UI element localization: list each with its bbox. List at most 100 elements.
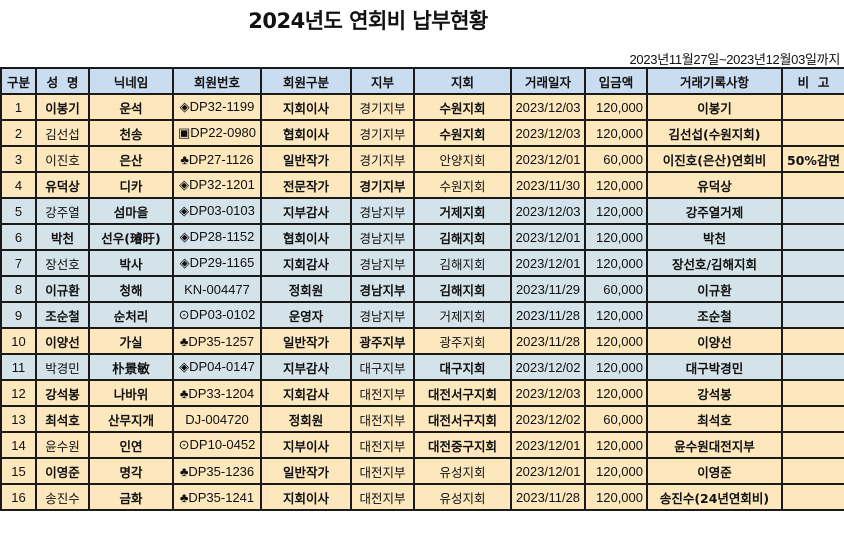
cell-amount: 60,000 [584, 275, 648, 303]
cell-chapter: 안양지회 [413, 145, 512, 173]
cell-member-type: 전문작가 [260, 171, 352, 199]
cell-amount: 120,000 [584, 249, 648, 277]
cell-memo: 이봉기 [646, 93, 783, 121]
cell-branch: 경기지부 [350, 171, 415, 199]
header-col-no: 구분 [0, 67, 37, 95]
header-col-chapter: 지회 [413, 67, 512, 95]
cell-date: 2023/11/28 [510, 483, 586, 511]
cell-no: 2 [0, 119, 37, 147]
cell-chapter: 수원지회 [413, 93, 512, 121]
cell-chapter: 대전서구지회 [413, 405, 512, 433]
cell-chapter: 김해지회 [413, 249, 512, 277]
cell-branch: 경기지부 [350, 145, 415, 173]
cell-member-type: 일반작가 [260, 145, 352, 173]
cell-member-type: 일반작가 [260, 457, 352, 485]
header-col-member-type: 회원구분 [260, 67, 352, 95]
cell-note [781, 405, 844, 433]
cell-member-id: ♣DP33-1204 [172, 379, 262, 407]
cell-member-id: ◈DP32-1199 [172, 93, 262, 121]
cell-nickname: 순처리 [88, 301, 174, 329]
cell-note [781, 379, 844, 407]
cell-date: 2023/11/28 [510, 301, 586, 329]
cell-name: 강주열 [35, 197, 90, 225]
table-row: 10 이양선 가실 ♣DP35-1257 일반작가 광주지부 광주지회 2023/11/28 1… [0, 327, 844, 355]
cell-name: 박경민 [35, 353, 90, 381]
cell-name: 이규환 [35, 275, 90, 303]
cell-member-id: ⊙DP10-0452 [172, 431, 262, 459]
cell-branch: 광주지부 [350, 327, 415, 355]
cell-nickname: 박사 [88, 249, 174, 277]
cell-amount: 120,000 [584, 483, 648, 511]
cell-memo: 강석봉 [646, 379, 783, 407]
cell-name: 송진수 [35, 483, 90, 511]
cell-member-id: ◈DP04-0147 [172, 353, 262, 381]
cell-date: 2023/12/02 [510, 405, 586, 433]
header-col-date: 거래일자 [510, 67, 586, 95]
cell-memo: 최석호 [646, 405, 783, 433]
cell-branch: 대전지부 [350, 405, 415, 433]
cell-amount: 60,000 [584, 405, 648, 433]
cell-note [781, 301, 844, 329]
cell-chapter: 유성지회 [413, 483, 512, 511]
cell-amount: 120,000 [584, 327, 648, 355]
cell-name: 김선섭 [35, 119, 90, 147]
cell-nickname: 가실 [88, 327, 174, 355]
dues-table: 구분 성 명 닉네임 회원번호 회원구분 지부 지회 거래일자 입금액 거래기록사항 비 고 1 이봉… [0, 67, 844, 511]
page-title: 2024년도 연회비 납부현황 [248, 9, 488, 33]
cell-chapter: 수원지회 [413, 119, 512, 147]
cell-memo: 박천 [646, 223, 783, 251]
cell-nickname: 금화 [88, 483, 174, 511]
cell-name: 장선호 [35, 249, 90, 277]
cell-note [781, 119, 844, 147]
cell-no: 4 [0, 171, 37, 199]
cell-amount: 120,000 [584, 197, 648, 225]
cell-no: 16 [0, 483, 37, 511]
cell-amount: 120,000 [584, 171, 648, 199]
cell-branch: 경기지부 [350, 119, 415, 147]
cell-member-type: 지회감사 [260, 249, 352, 277]
cell-memo: 송진수(24년연회비) [646, 483, 783, 511]
cell-branch: 대전지부 [350, 379, 415, 407]
cell-nickname: 인연 [88, 431, 174, 459]
cell-member-id: DJ-004720 [172, 405, 262, 433]
cell-no: 1 [0, 93, 37, 121]
cell-date: 2023/12/01 [510, 145, 586, 173]
cell-amount: 60,000 [584, 145, 648, 173]
cell-branch: 경남지부 [350, 223, 415, 251]
cell-amount: 120,000 [584, 93, 648, 121]
cell-note [781, 249, 844, 277]
cell-memo: 이진호(은산)연회비 [646, 145, 783, 173]
cell-branch: 경남지부 [350, 275, 415, 303]
cell-name: 최석호 [35, 405, 90, 433]
cell-amount: 120,000 [584, 457, 648, 485]
cell-note [781, 483, 844, 511]
cell-nickname: 명각 [88, 457, 174, 485]
cell-member-id: ◈DP29-1165 [172, 249, 262, 277]
header-col-note: 비 고 [781, 67, 844, 95]
table-row: 8 이규환 청해 KN-004477 정회원 경남지부 김해지회 2023/11/29 60,0… [0, 275, 844, 303]
cell-member-type: 지회이사 [260, 93, 352, 121]
cell-memo: 이영준 [646, 457, 783, 485]
cell-chapter: 거제지회 [413, 301, 512, 329]
cell-note [781, 223, 844, 251]
cell-memo: 김선섭(수원지회) [646, 119, 783, 147]
cell-member-id: ⊙DP03-0102 [172, 301, 262, 329]
cell-name: 조순철 [35, 301, 90, 329]
table-row: 13 최석호 산무지개 DJ-004720 정회원 대전지부 대전서구지회 2023/12/0… [0, 405, 844, 433]
cell-member-type: 협회이사 [260, 223, 352, 251]
cell-name: 이봉기 [35, 93, 90, 121]
cell-note [781, 353, 844, 381]
cell-member-type: 지부감사 [260, 197, 352, 225]
header-col-branch: 지부 [350, 67, 415, 95]
table-row: 11 박경민 朴景敏 ◈DP04-0147 지부감사 대구지부 대구지회 2023/12/02… [0, 353, 844, 381]
cell-chapter: 수원지회 [413, 171, 512, 199]
cell-member-type: 정회원 [260, 405, 352, 433]
cell-member-type: 지회감사 [260, 379, 352, 407]
cell-member-id: ◈DP28-1152 [172, 223, 262, 251]
table-row: 12 강석봉 나바위 ♣DP33-1204 지회감사 대전지부 대전서구지회 2023/12/… [0, 379, 844, 407]
cell-chapter: 거제지회 [413, 197, 512, 225]
cell-no: 7 [0, 249, 37, 277]
cell-date: 2023/12/03 [510, 93, 586, 121]
cell-nickname: 청해 [88, 275, 174, 303]
cell-member-id: ♣DP27-1126 [172, 145, 262, 173]
